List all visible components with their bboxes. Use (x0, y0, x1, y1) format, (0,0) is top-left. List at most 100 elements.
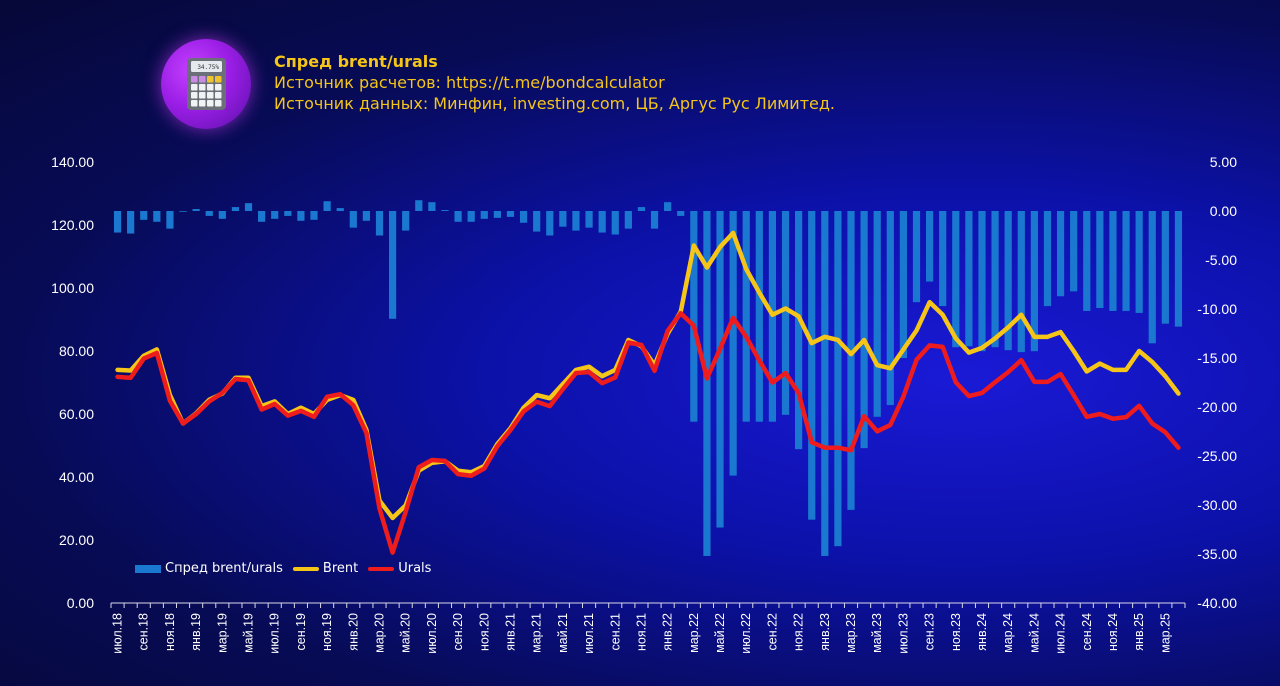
legend-label-urals: Urals (398, 561, 432, 576)
right-axis-tick-label: 5.00 (1210, 154, 1237, 170)
spread-bar (179, 211, 187, 212)
x-axis-tick-label: сен.21 (608, 613, 622, 651)
spread-bar (231, 207, 240, 211)
spread-bar (428, 202, 436, 211)
spread-bar (1083, 211, 1091, 311)
chart-title: Спред brent/urals (274, 52, 438, 71)
spread-bar (572, 211, 580, 231)
spread-bar (624, 211, 632, 229)
x-axis-tick-label: янв.20 (346, 613, 360, 651)
right-axis-tick-label: -35.00 (1197, 546, 1237, 562)
spread-bar (585, 211, 593, 228)
spread-bar (690, 211, 698, 422)
spread-bar (1017, 211, 1025, 353)
x-axis-tick-label: мар.23 (844, 613, 858, 653)
calculator-key (199, 76, 206, 83)
calculator-key (207, 92, 214, 99)
x-axis-tick-label: ноя.23 (949, 613, 963, 651)
spread-bar (939, 211, 947, 307)
spread-bar (860, 211, 868, 449)
spread-bar (912, 211, 921, 303)
spread-bar (480, 211, 488, 219)
right-axis-tick-label: -30.00 (1197, 497, 1237, 513)
legend-swatch-brent (292, 566, 319, 571)
spread-bar (166, 211, 174, 229)
calculator-key (191, 76, 198, 83)
spread-bar (598, 211, 606, 233)
legend-label-spread: Спред brent/urals (165, 561, 283, 576)
spread-bar (218, 211, 226, 219)
x-axis-tick-label: ноя.21 (634, 613, 648, 651)
legend-item-spread: Спред brent/urals (135, 561, 283, 576)
spread-bar (506, 211, 515, 217)
x-axis-tick-label: ноя.24 (1106, 613, 1120, 651)
chart-header: Спред brent/urals Источник расчетов: htt… (274, 52, 835, 114)
right-axis-tick-label: 0.00 (1210, 203, 1237, 219)
spread-bar (559, 211, 567, 227)
x-axis-tick-label: янв.25 (1132, 613, 1146, 651)
spread-bar (362, 211, 370, 221)
spread-bar (978, 211, 986, 352)
spread-bar (781, 211, 790, 415)
left-axis-tick-label: 40.00 (59, 469, 94, 485)
spread-bar (375, 211, 384, 236)
spread-bar (808, 211, 816, 520)
calculator-key (215, 76, 222, 83)
x-axis-tick-label: ноя.22 (792, 613, 806, 651)
spread-bar (899, 211, 907, 358)
spread-bar (533, 211, 541, 232)
x-axis-tick-label: сен.18 (137, 613, 151, 651)
spread-bar (205, 211, 213, 216)
spread-bar (965, 211, 973, 347)
spread-bar (729, 211, 737, 476)
right-axis-tick-label: -40.00 (1197, 595, 1237, 611)
calculator-readout: 34.75% (197, 64, 219, 71)
x-axis-tick-label: июл.18 (111, 613, 125, 654)
calculator-key (215, 84, 222, 91)
spread-bar (1096, 211, 1104, 309)
calculator-key (199, 92, 206, 99)
spread-bar (873, 211, 881, 417)
right-axis-tick-label: -15.00 (1197, 350, 1237, 366)
spread-bar (113, 211, 122, 233)
x-axis-tick-label: май.20 (399, 613, 413, 653)
x-axis-tick-label: ноя.20 (477, 613, 491, 651)
right-axis-tick-label: -20.00 (1197, 399, 1237, 415)
spread-bar (886, 211, 894, 406)
spread-bar (1004, 211, 1012, 351)
price-lines (115, 230, 1181, 555)
calculator-key (215, 100, 222, 107)
spread-bar (1135, 211, 1143, 313)
spread-bar (1030, 211, 1038, 352)
x-axis-tick-label: июл.24 (1054, 613, 1068, 654)
urals-line (115, 310, 1181, 555)
spread-bar (310, 211, 318, 220)
spread-bar (755, 211, 763, 422)
x-axis-tick-label: сен.20 (451, 613, 465, 651)
spread-bar (519, 211, 528, 223)
x-axis-tick-label: янв.19 (189, 613, 203, 651)
x-axis-tick-label: мар.21 (530, 613, 544, 653)
x-axis-tick-label: сен.22 (765, 613, 779, 651)
x-axis-tick-label: мар.19 (215, 613, 229, 653)
spread-bar (389, 211, 397, 319)
x-axis-tick-label: янв.21 (503, 613, 517, 651)
calculator-logo-icon: 34.75% (161, 39, 251, 129)
spread-bar (271, 211, 279, 219)
x-axis-tick-label: июл.23 (896, 613, 910, 654)
x-axis-tick-label: мар.24 (1001, 613, 1015, 653)
legend-swatch-spread (135, 564, 161, 573)
spread-bar (1174, 211, 1183, 327)
right-axis-tick-label: -10.00 (1197, 301, 1237, 317)
spread-bar (454, 211, 462, 222)
spread-bar (258, 211, 266, 222)
calculator-key (191, 92, 198, 99)
x-axis-tick-label: сен.19 (294, 613, 308, 651)
calculator-key (199, 100, 206, 107)
spread-bar (192, 209, 200, 211)
x-axis-tick-label: май.23 (870, 613, 884, 653)
spread-bar (611, 211, 619, 235)
spread-bar (323, 201, 331, 211)
x-axis-tick-label: июл.20 (425, 613, 439, 654)
spread-bar (1043, 211, 1052, 307)
